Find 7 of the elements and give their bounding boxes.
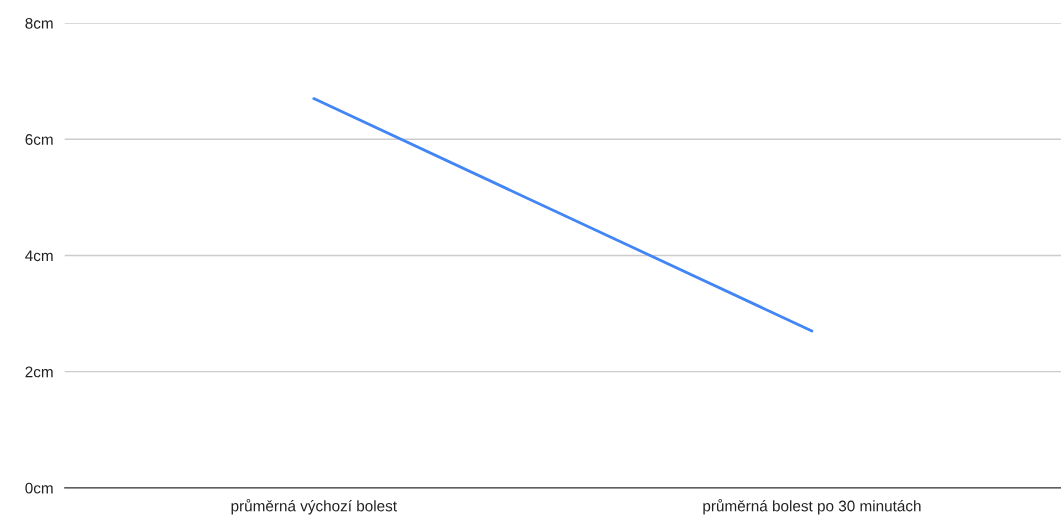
x-tick-label: průměrná bolest po 30 minutách bbox=[703, 498, 921, 515]
y-tick-label: 2cm bbox=[25, 366, 53, 378]
y-tick-label: 8cm bbox=[25, 17, 53, 29]
y-tick-label: 0cm bbox=[25, 482, 53, 494]
y-tick-label: 4cm bbox=[25, 250, 53, 262]
y-tick-label: 6cm bbox=[25, 134, 53, 145]
x-tick-label: průměrná výchozí bolest bbox=[231, 498, 397, 515]
